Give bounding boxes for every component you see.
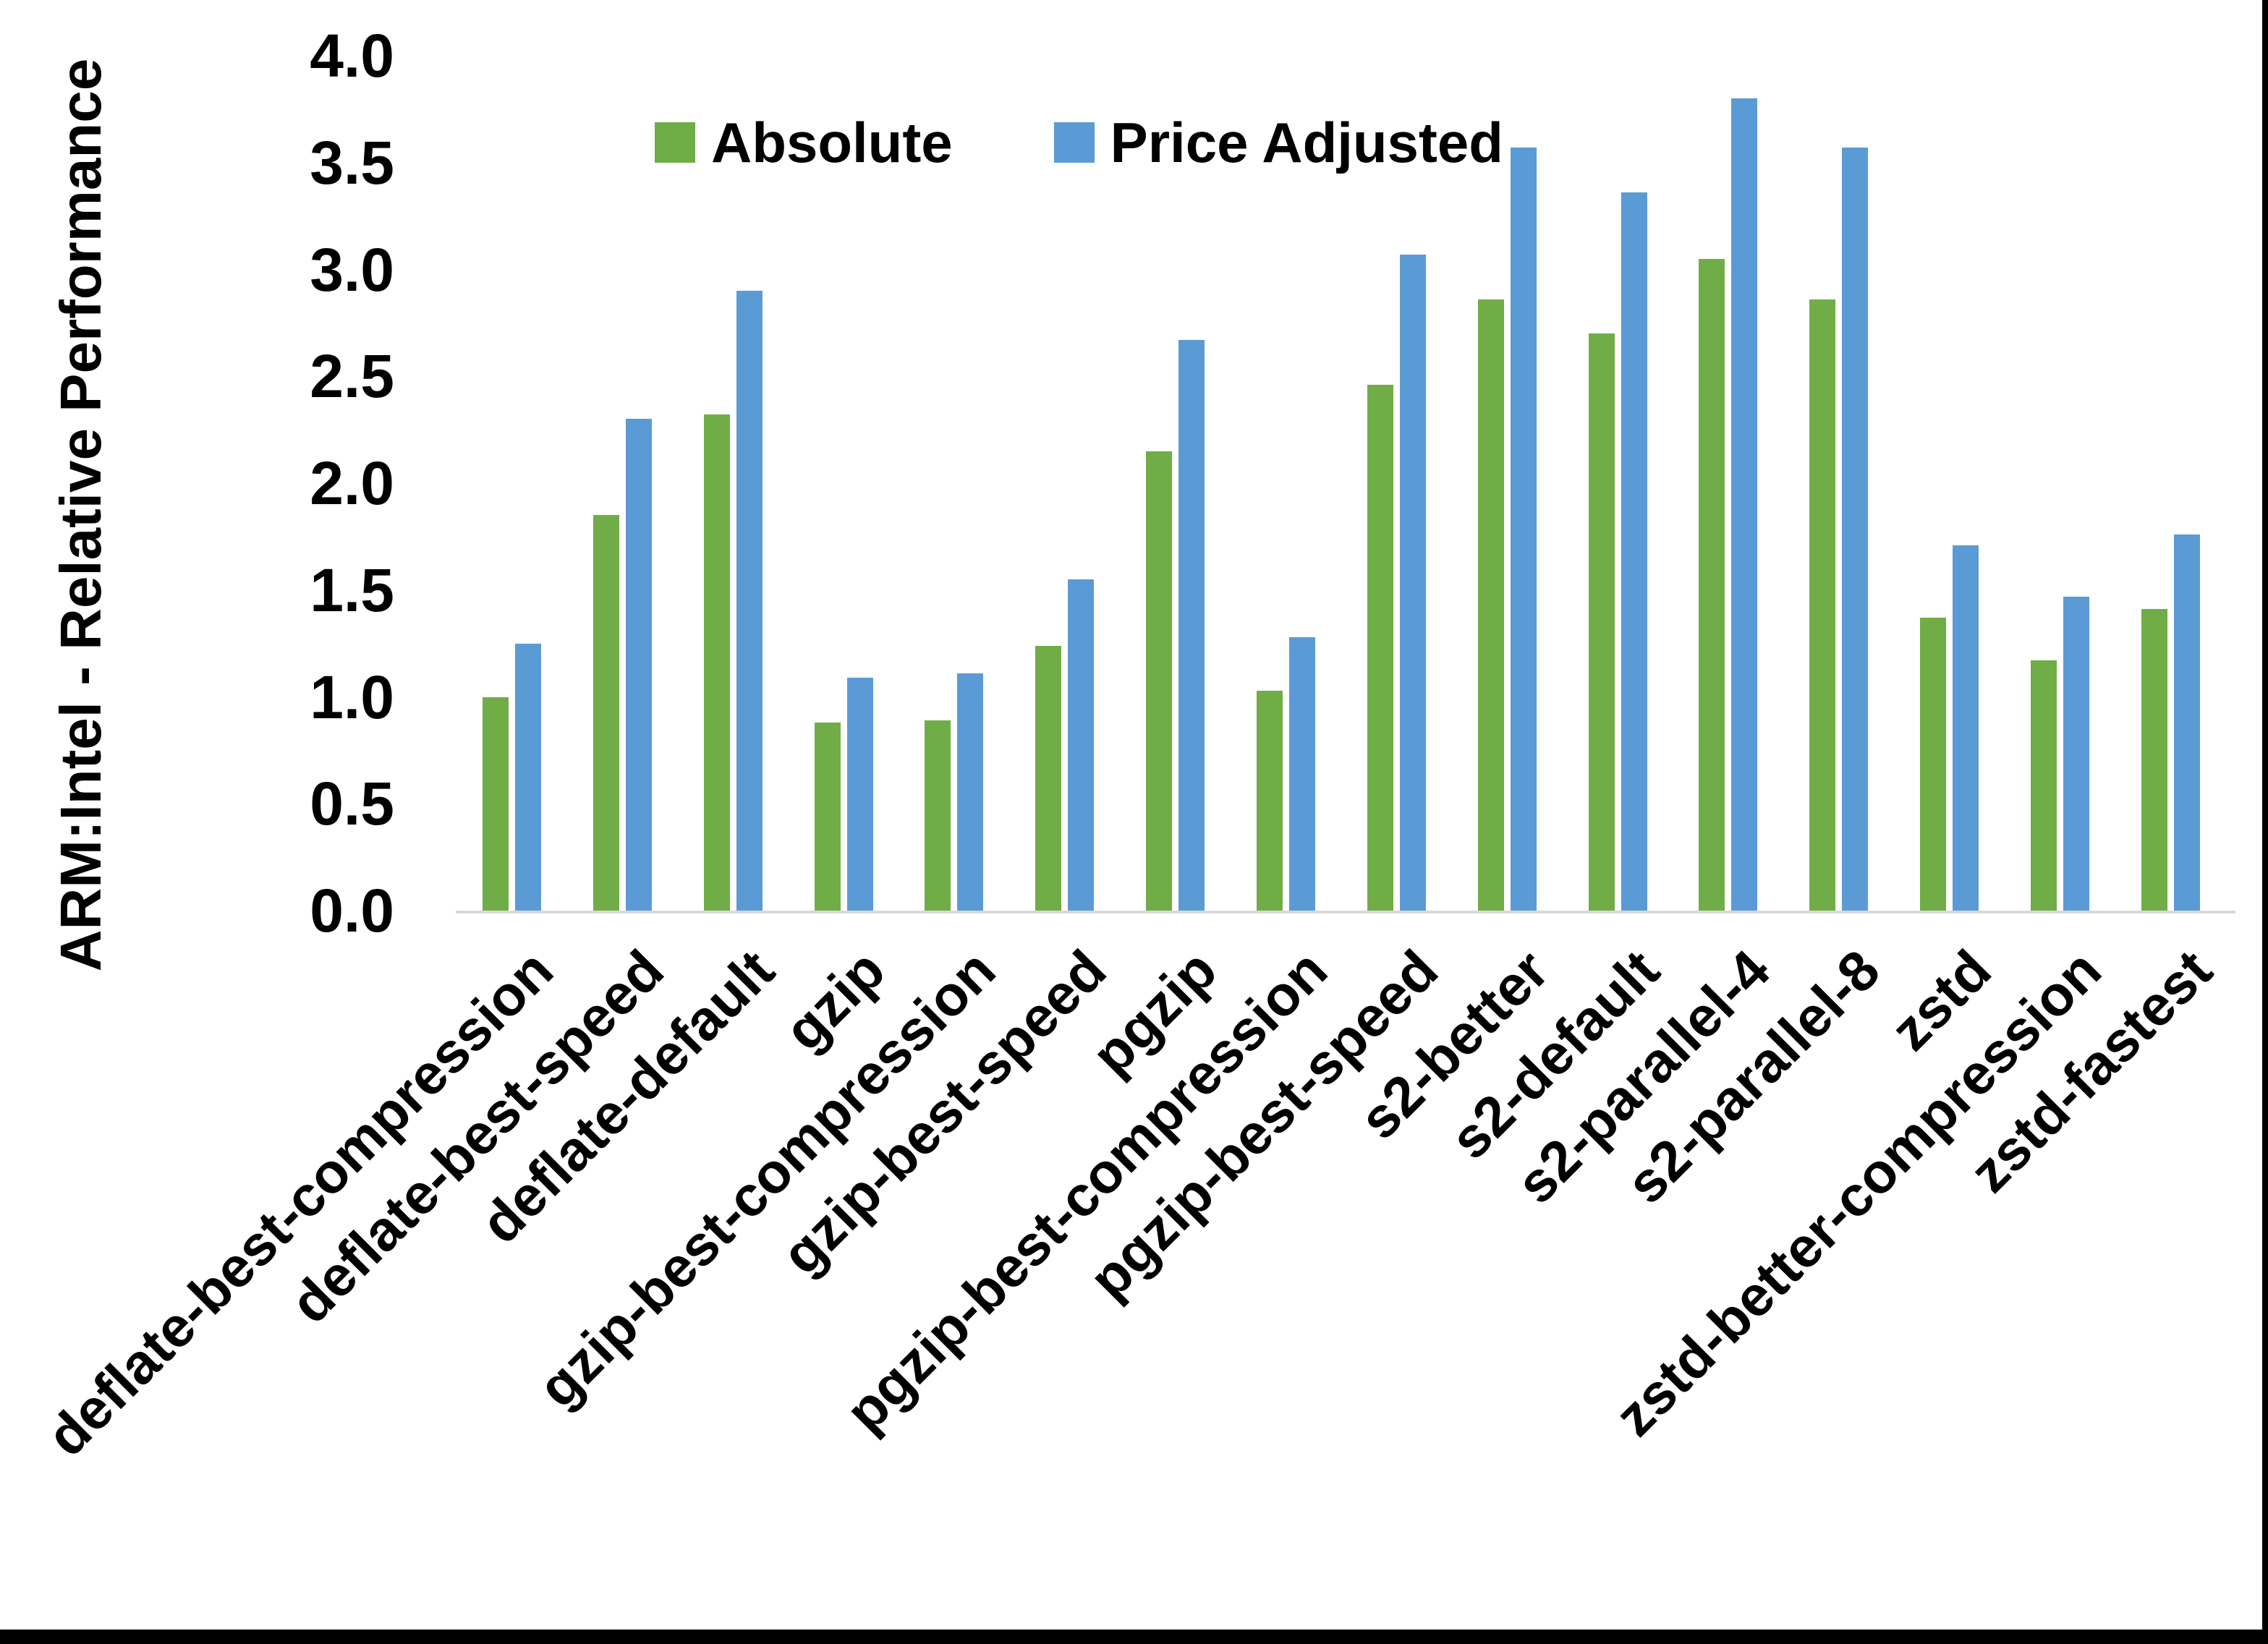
bar-absolute-gzip-best-speed xyxy=(1035,645,1062,911)
bar-absolute-s2-parallel-4 xyxy=(1699,258,1725,911)
y-tick-label: 1.5 xyxy=(310,555,394,624)
bar-price-adjusted-s2-parallel-4 xyxy=(1731,98,1758,911)
bar-absolute-zstd xyxy=(1920,618,1947,911)
x-axis-line xyxy=(456,911,2235,913)
bar-price-adjusted-deflate-best-speed xyxy=(625,419,652,911)
legend-item-price-adjusted: Price Adjusted xyxy=(1053,111,1503,174)
bar-absolute-zstd-fastest xyxy=(2141,609,2167,911)
bar-absolute-s2-parallel-8 xyxy=(1809,299,1836,911)
bar-absolute-gzip-best-compression xyxy=(925,720,951,911)
bar-price-adjusted-zstd xyxy=(1953,545,1979,911)
bar-price-adjusted-deflate-default xyxy=(736,291,763,911)
bar-absolute-deflate-default xyxy=(703,414,730,911)
legend-swatch-icon xyxy=(1053,122,1095,163)
legend-item-absolute: Absolute xyxy=(655,114,953,171)
y-tick-label: 0.0 xyxy=(310,877,394,945)
y-axis-title: ARM:Intel - Relative Performance xyxy=(48,58,113,972)
y-tick-label: 4.0 xyxy=(310,22,394,90)
bar-price-adjusted-gzip-best-speed xyxy=(1068,579,1095,911)
bar-absolute-pgzip-best-speed xyxy=(1367,385,1393,911)
bar-price-adjusted-zstd-fastest xyxy=(2173,534,2200,911)
bar-absolute-pgzip xyxy=(1146,451,1173,911)
right-frame-border xyxy=(2262,0,2268,1644)
bar-absolute-deflate-best-compression xyxy=(483,697,509,911)
legend-swatch-icon xyxy=(655,122,695,163)
y-tick-label: 2.5 xyxy=(310,342,394,411)
y-tick-label: 3.0 xyxy=(310,235,394,304)
bar-price-adjusted-pgzip-best-speed xyxy=(1399,254,1426,911)
bar-absolute-zstd-better-compression xyxy=(2030,660,2057,911)
bar-price-adjusted-s2-parallel-8 xyxy=(1842,148,1869,911)
y-tick-label: 0.5 xyxy=(310,770,394,838)
bar-price-adjusted-s2-better xyxy=(1510,148,1537,911)
bar-price-adjusted-gzip-best-compression xyxy=(957,673,984,911)
bar-price-adjusted-s2-default xyxy=(1621,192,1647,911)
bar-absolute-s2-better xyxy=(1477,299,1504,911)
legend-label: Absolute xyxy=(711,111,953,174)
bar-absolute-deflate-best-speed xyxy=(593,515,619,911)
bar-price-adjusted-pgzip xyxy=(1178,340,1205,911)
legend: Absolute Price Adjusted xyxy=(655,114,1503,171)
legend-label: Price Adjusted xyxy=(1110,111,1503,174)
y-tick-label: 1.0 xyxy=(310,663,394,731)
bar-price-adjusted-pgzip-best-compression xyxy=(1288,636,1315,911)
y-tick-label: 2.0 xyxy=(310,449,394,517)
bar-price-adjusted-zstd-better-compression xyxy=(2063,596,2089,911)
bar-absolute-gzip xyxy=(814,722,841,911)
bottom-frame-border xyxy=(0,1630,2268,1644)
y-tick-label: 3.5 xyxy=(310,128,394,197)
bar-price-adjusted-deflate-best-compression xyxy=(515,643,541,911)
bar-absolute-s2-default xyxy=(1588,333,1615,911)
bar-absolute-pgzip-best-compression xyxy=(1256,690,1283,911)
bar-price-adjusted-gzip xyxy=(846,677,873,911)
